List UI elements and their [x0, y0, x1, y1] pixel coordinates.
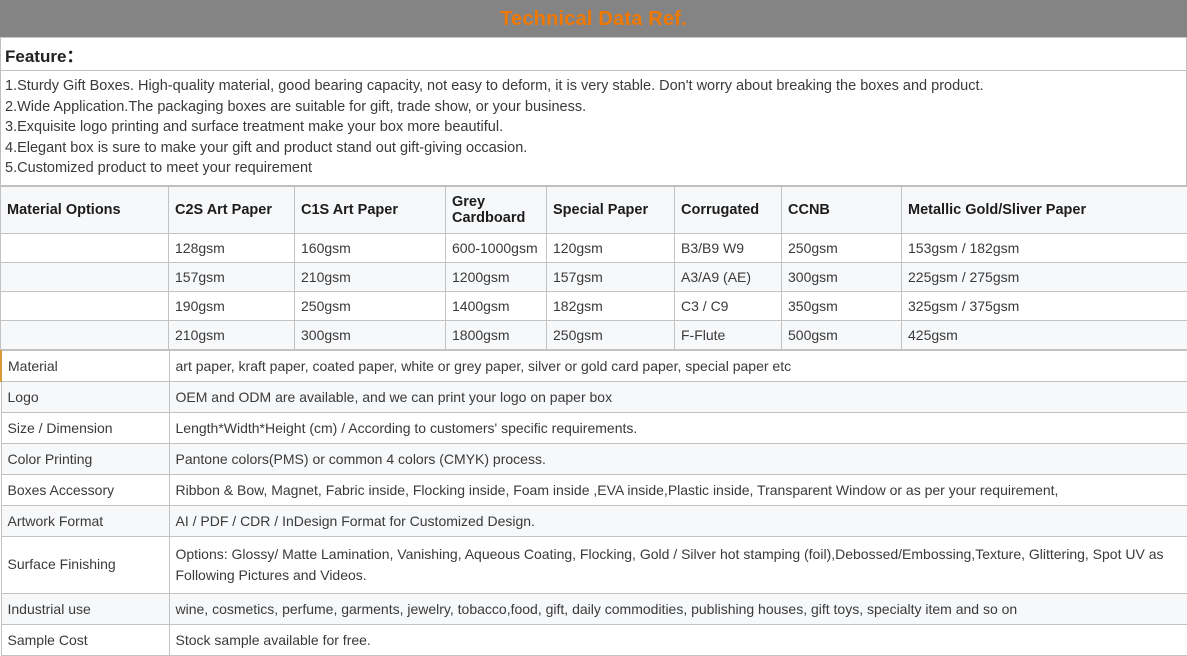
cell: 210gsm — [169, 320, 295, 349]
spec-row-sample-cost: Sample Cost Stock sample available for f… — [1, 624, 1187, 655]
table-row: 210gsm 300gsm 1800gsm 250gsm F-Flute 500… — [1, 320, 1187, 349]
cell: 500gsm — [782, 320, 902, 349]
cell: 600-1000gsm — [446, 233, 547, 262]
cell: 1800gsm — [446, 320, 547, 349]
cell: B3/B9 W9 — [675, 233, 782, 262]
feature-list: 1.Sturdy Gift Boxes. High-quality materi… — [0, 70, 1187, 186]
cell: 210gsm — [295, 262, 446, 291]
spec-label: Artwork Format — [1, 505, 169, 536]
feature-item: 5.Customized product to meet your requir… — [5, 158, 1182, 179]
spec-value: art paper, kraft paper, coated paper, wh… — [169, 350, 1187, 381]
column-header-material-options: Material Options — [1, 186, 169, 233]
cell: 250gsm — [547, 320, 675, 349]
spec-label: Boxes Accessory — [1, 474, 169, 505]
column-header-c1s: C1S Art Paper — [295, 186, 446, 233]
column-header-metallic: Metallic Gold/Sliver Paper — [902, 186, 1187, 233]
cell: 157gsm — [169, 262, 295, 291]
table-header-row: Material Options C2S Art Paper C1S Art P… — [1, 186, 1187, 233]
spec-label: Color Printing — [1, 443, 169, 474]
spec-row-industrial-use: Industrial use wine, cosmetics, perfume,… — [1, 593, 1187, 624]
spec-label: Surface Finishing — [1, 536, 169, 593]
feature-item: 2.Wide Application.The packaging boxes a… — [5, 97, 1182, 118]
feature-heading-row: Feature： — [0, 38, 1187, 70]
title-bar: Technical Data Ref. — [0, 0, 1187, 38]
cell: 300gsm — [295, 320, 446, 349]
spec-row-size-dimension: Size / Dimension Length*Width*Height (cm… — [1, 412, 1187, 443]
spec-row-boxes-accessory: Boxes Accessory Ribbon & Bow, Magnet, Fa… — [1, 474, 1187, 505]
spec-row-color-printing: Color Printing Pantone colors(PMS) or co… — [1, 443, 1187, 474]
cell: 1200gsm — [446, 262, 547, 291]
cell — [1, 262, 169, 291]
spec-label: Size / Dimension — [1, 412, 169, 443]
cell: 157gsm — [547, 262, 675, 291]
column-header-c2s: C2S Art Paper — [169, 186, 295, 233]
spec-row-artwork-format: Artwork Format AI / PDF / CDR / InDesign… — [1, 505, 1187, 536]
column-header-ccnb: CCNB — [782, 186, 902, 233]
page-title: Technical Data Ref. — [500, 9, 687, 29]
spec-value: Stock sample available for free. — [169, 624, 1187, 655]
cell: C3 / C9 — [675, 291, 782, 320]
cell — [1, 291, 169, 320]
cell: 153gsm / 182gsm — [902, 233, 1187, 262]
cell: F-Flute — [675, 320, 782, 349]
cell: 350gsm — [782, 291, 902, 320]
column-header-special-paper: Special Paper — [547, 186, 675, 233]
cell: 250gsm — [782, 233, 902, 262]
cell: 182gsm — [547, 291, 675, 320]
spec-label: Sample Cost — [1, 624, 169, 655]
cell: A3/A9 (AE) — [675, 262, 782, 291]
cell: 120gsm — [547, 233, 675, 262]
spec-value: Ribbon & Bow, Magnet, Fabric inside, Flo… — [169, 474, 1187, 505]
cell: 160gsm — [295, 233, 446, 262]
spec-label: Industrial use — [1, 593, 169, 624]
feature-heading: Feature： — [5, 42, 83, 67]
cell: 128gsm — [169, 233, 295, 262]
feature-item: 4.Elegant box is sure to make your gift … — [5, 138, 1182, 159]
spec-value: AI / PDF / CDR / InDesign Format for Cus… — [169, 505, 1187, 536]
cell: 300gsm — [782, 262, 902, 291]
cell: 225gsm / 275gsm — [902, 262, 1187, 291]
table-row: 128gsm 160gsm 600-1000gsm 120gsm B3/B9 W… — [1, 233, 1187, 262]
cell: 250gsm — [295, 291, 446, 320]
spec-row-logo: Logo OEM and ODM are available, and we c… — [1, 381, 1187, 412]
spec-value: Options: Glossy/ Matte Lamination, Vanis… — [169, 536, 1187, 593]
spec-value: wine, cosmetics, perfume, garments, jewe… — [169, 593, 1187, 624]
cell — [1, 320, 169, 349]
feature-item: 3.Exquisite logo printing and surface tr… — [5, 117, 1182, 138]
feature-item: 1.Sturdy Gift Boxes. High-quality materi… — [5, 76, 1182, 97]
material-options-table: Material Options C2S Art Paper C1S Art P… — [0, 186, 1187, 350]
column-header-grey-cardboard: Grey Cardboard — [446, 186, 547, 233]
cell — [1, 233, 169, 262]
table-row: 190gsm 250gsm 1400gsm 182gsm C3 / C9 350… — [1, 291, 1187, 320]
column-header-corrugated: Corrugated — [675, 186, 782, 233]
cell: 1400gsm — [446, 291, 547, 320]
spec-value: Length*Width*Height (cm) / According to … — [169, 412, 1187, 443]
spec-row-material: Material art paper, kraft paper, coated … — [1, 350, 1187, 381]
spec-value: OEM and ODM are available, and we can pr… — [169, 381, 1187, 412]
spec-label: Material — [1, 350, 169, 381]
spec-label: Logo — [1, 381, 169, 412]
cell: 425gsm — [902, 320, 1187, 349]
cell: 325gsm / 375gsm — [902, 291, 1187, 320]
cell: 190gsm — [169, 291, 295, 320]
spec-row-surface-finishing: Surface Finishing Options: Glossy/ Matte… — [1, 536, 1187, 593]
technical-data-sheet: Technical Data Ref. Feature： 1.Sturdy Gi… — [0, 0, 1187, 620]
spec-value: Pantone colors(PMS) or common 4 colors (… — [169, 443, 1187, 474]
specification-table: Material art paper, kraft paper, coated … — [0, 350, 1187, 656]
table-row: 157gsm 210gsm 1200gsm 157gsm A3/A9 (AE) … — [1, 262, 1187, 291]
